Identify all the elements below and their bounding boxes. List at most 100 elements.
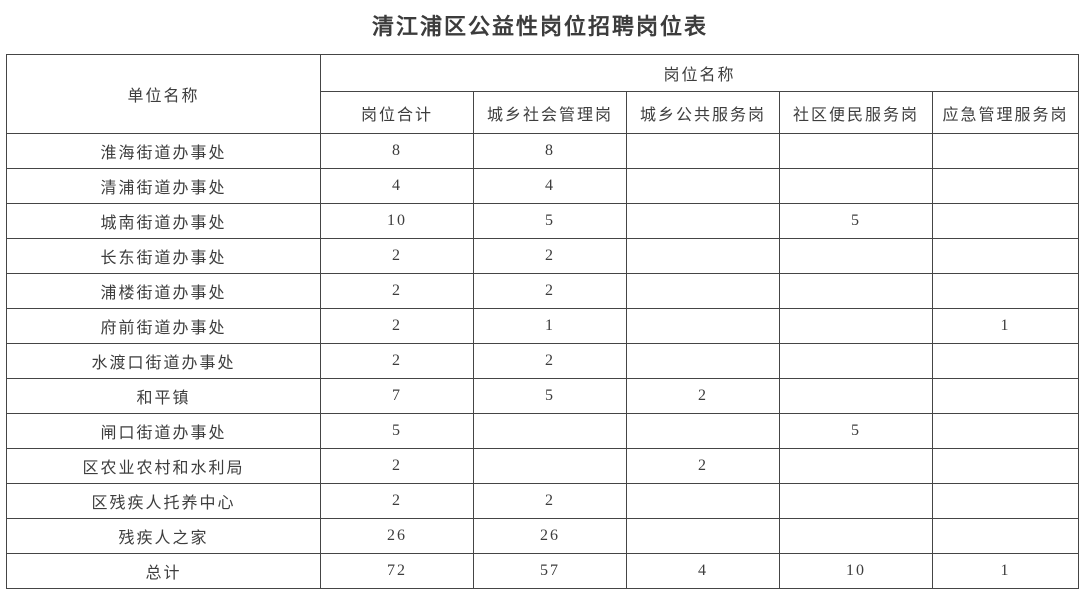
unit-name-cell: 残疾人之家 — [6, 518, 321, 554]
count-cell — [626, 203, 780, 239]
count-cell — [779, 238, 933, 274]
count-cell: 2 — [473, 238, 627, 274]
count-cell: 2 — [473, 273, 627, 309]
count-cell — [779, 343, 933, 379]
count-cell — [779, 518, 933, 554]
unit-name-cell: 府前街道办事处 — [6, 308, 321, 344]
column-header-total: 岗位合计 — [320, 91, 474, 134]
count-cell — [931, 273, 1080, 309]
count-cell — [931, 343, 1080, 379]
column-header-public-service: 城乡公共服务岗 — [626, 91, 780, 134]
table-row: 和平镇 7 5 2 — [6, 378, 1080, 414]
count-cell: 1 — [473, 308, 627, 344]
count-cell — [626, 343, 780, 379]
count-cell — [931, 378, 1080, 414]
count-cell — [779, 448, 933, 484]
count-cell — [626, 483, 780, 519]
count-cell: 2 — [320, 343, 474, 379]
unit-name-cell: 总计 — [6, 553, 321, 589]
count-cell: 2 — [320, 483, 474, 519]
count-cell: 2 — [320, 448, 474, 484]
table-row: 区残疾人托养中心 2 2 — [6, 483, 1080, 519]
count-cell — [931, 238, 1080, 274]
unit-name-cell: 水渡口街道办事处 — [6, 343, 321, 379]
count-cell: 26 — [473, 518, 627, 554]
count-cell — [779, 133, 933, 169]
count-cell — [473, 413, 627, 449]
count-cell — [626, 238, 780, 274]
count-cell — [626, 518, 780, 554]
table-row: 城南街道办事处 10 5 5 — [6, 203, 1080, 239]
unit-name-cell: 长东街道办事处 — [6, 238, 321, 274]
count-cell: 72 — [320, 553, 474, 589]
unit-name-cell: 闸口街道办事处 — [6, 413, 321, 449]
recruitment-table: 单位名称 岗位名称 岗位合计 城乡社会管理岗 城乡公共服务岗 社区便民服务岗 应… — [6, 54, 1080, 589]
count-cell: 26 — [320, 518, 474, 554]
count-cell — [473, 448, 627, 484]
count-cell — [931, 133, 1080, 169]
count-cell: 5 — [779, 203, 933, 239]
unit-name-cell: 城南街道办事处 — [6, 203, 321, 239]
count-cell — [931, 448, 1080, 484]
unit-name-cell: 清浦街道办事处 — [6, 168, 321, 204]
count-cell: 1 — [931, 553, 1080, 589]
count-cell — [626, 308, 780, 344]
position-name-group-header: 岗位名称 — [319, 54, 1080, 92]
count-cell: 2 — [473, 343, 627, 379]
header-row-columns: 岗位合计 城乡社会管理岗 城乡公共服务岗 社区便民服务岗 应急管理服务岗 — [7, 91, 1080, 134]
count-cell: 5 — [473, 203, 627, 239]
count-cell — [626, 168, 780, 204]
count-cell — [931, 168, 1080, 204]
count-cell: 2 — [320, 308, 474, 344]
count-cell: 2 — [320, 273, 474, 309]
table-row: 清浦街道办事处 4 4 — [6, 168, 1080, 204]
table-row: 长东街道办事处 2 2 — [6, 238, 1080, 274]
count-cell: 4 — [320, 168, 474, 204]
table-row-total: 总计 72 57 4 10 1 — [6, 553, 1080, 589]
count-cell: 10 — [779, 553, 933, 589]
count-cell: 1 — [931, 308, 1080, 344]
table-row: 水渡口街道办事处 2 2 — [6, 343, 1080, 379]
unit-name-header: 单位名称 — [6, 54, 321, 134]
count-cell: 4 — [626, 553, 780, 589]
table-row: 残疾人之家 26 26 — [6, 518, 1080, 554]
table-row: 区农业农村和水利局 2 2 — [6, 448, 1080, 484]
count-cell: 2 — [473, 483, 627, 519]
unit-name-cell: 区农业农村和水利局 — [6, 448, 321, 484]
count-cell: 5 — [473, 378, 627, 414]
unit-name-cell: 淮海街道办事处 — [6, 133, 321, 169]
count-cell — [779, 378, 933, 414]
count-cell: 7 — [320, 378, 474, 414]
count-cell — [931, 483, 1080, 519]
count-cell — [931, 413, 1080, 449]
column-header-social-mgmt: 城乡社会管理岗 — [473, 91, 627, 134]
count-cell — [931, 518, 1080, 554]
count-cell — [626, 273, 780, 309]
unit-name-cell: 和平镇 — [6, 378, 321, 414]
table-row: 淮海街道办事处 8 8 — [6, 133, 1080, 169]
column-header-community-service: 社区便民服务岗 — [779, 91, 933, 134]
unit-name-cell: 区残疾人托养中心 — [6, 483, 321, 519]
unit-name-cell: 浦楼街道办事处 — [6, 273, 321, 309]
count-cell — [931, 203, 1080, 239]
count-cell: 8 — [473, 133, 627, 169]
count-cell: 10 — [320, 203, 474, 239]
count-cell — [779, 273, 933, 309]
table-row: 浦楼街道办事处 2 2 — [6, 273, 1080, 309]
count-cell — [626, 413, 780, 449]
count-cell: 2 — [320, 238, 474, 274]
count-cell — [626, 133, 780, 169]
count-cell: 5 — [779, 413, 933, 449]
count-cell — [779, 168, 933, 204]
count-cell — [779, 308, 933, 344]
count-cell: 4 — [473, 168, 627, 204]
page-title: 清江浦区公益性岗位招聘岗位表 — [371, 14, 708, 39]
count-cell: 8 — [320, 133, 474, 169]
count-cell: 57 — [473, 553, 627, 589]
count-cell: 5 — [320, 413, 474, 449]
table-row: 府前街道办事处 2 1 1 — [6, 308, 1080, 344]
count-cell: 2 — [626, 448, 780, 484]
table-row: 闸口街道办事处 5 5 — [6, 413, 1080, 449]
count-cell: 2 — [626, 378, 780, 414]
header-row-group: 单位名称 岗位名称 — [6, 54, 1080, 134]
